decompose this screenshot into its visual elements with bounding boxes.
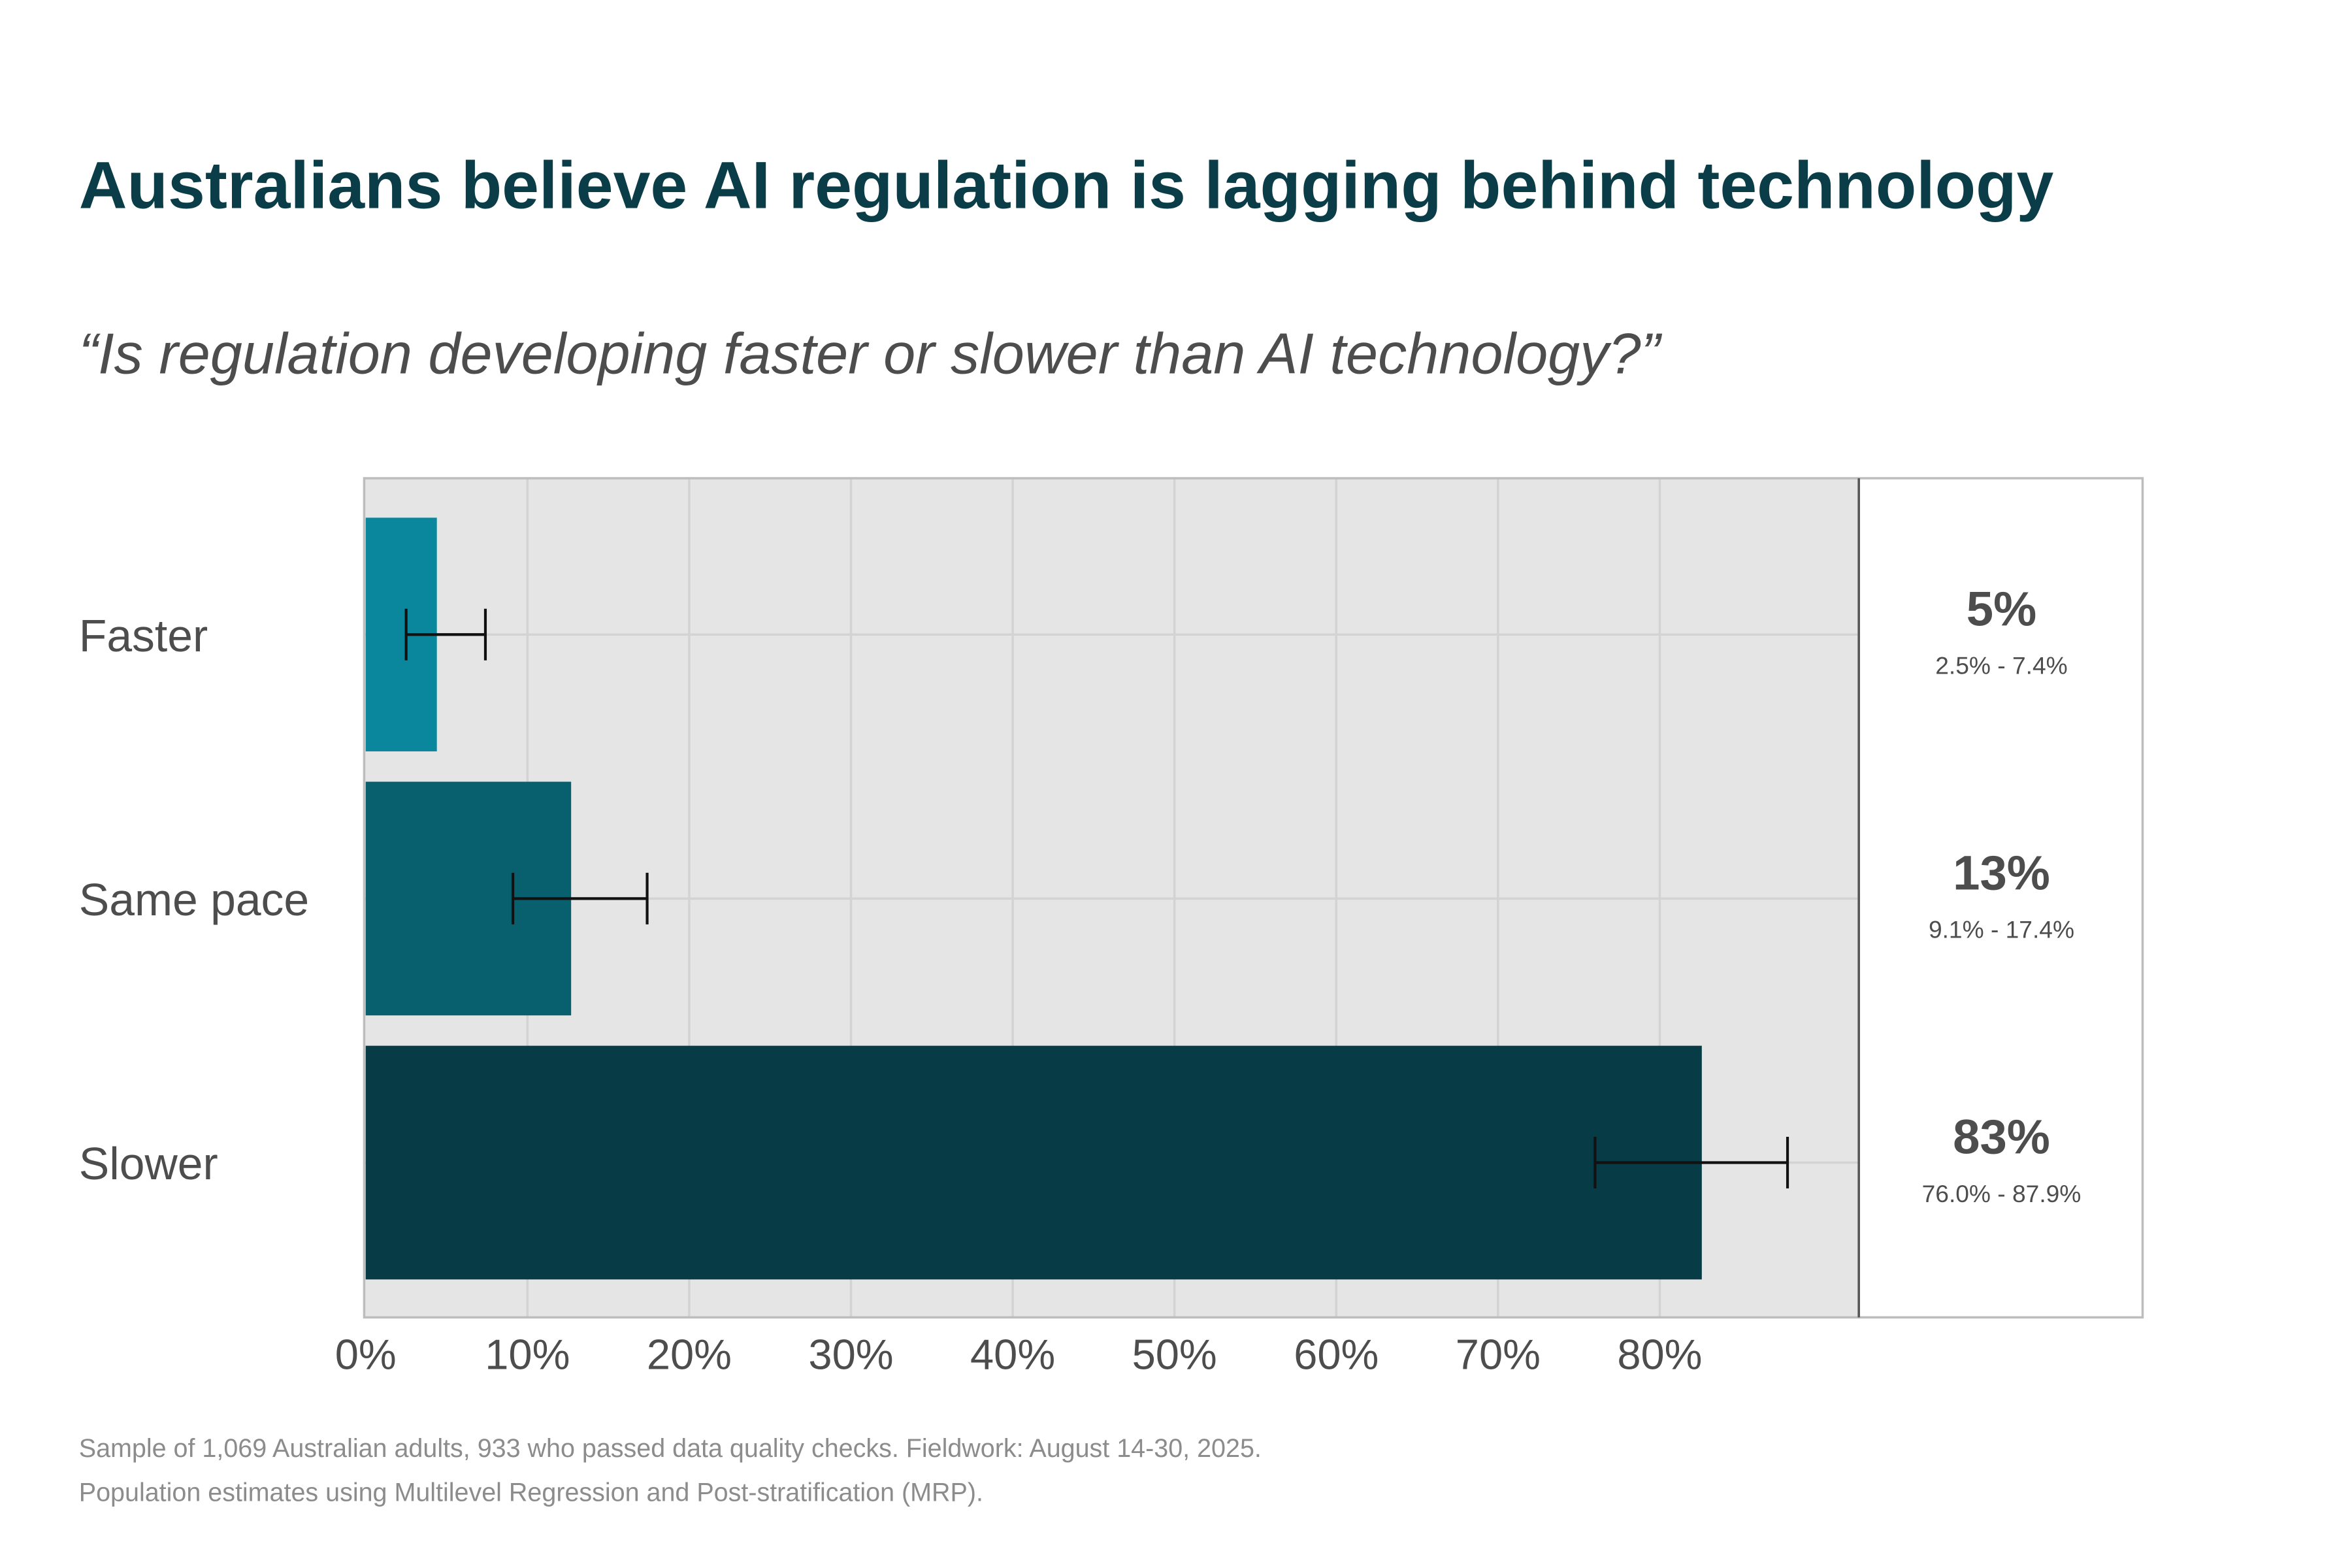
value-label: 5% [1967, 581, 2036, 636]
bars [365, 517, 1702, 1280]
x-tick-label: 40% [970, 1330, 1055, 1378]
x-tick-label: 0% [335, 1330, 397, 1378]
chart-title: Australians believe AI regulation is lag… [79, 148, 2054, 223]
value-labels: 5% 2.5% - 7.4% 13% 9.1% - 17.4% 83% 76.0% - 8… [1922, 581, 2082, 1207]
range-label: 76.0% - 87.9% [1922, 1180, 2082, 1207]
bar-slower [365, 1045, 1702, 1280]
footer-line-1: Sample of 1,069 Australian adults, 933 w… [79, 1434, 1262, 1463]
value-label: 83% [1953, 1110, 2050, 1164]
category-label: Same pace [79, 874, 309, 925]
x-tick-label: 10% [485, 1330, 570, 1378]
category-label: Slower [79, 1138, 218, 1189]
x-tick-label: 70% [1456, 1330, 1541, 1378]
x-tick-label: 50% [1132, 1330, 1217, 1378]
x-tick-label: 30% [808, 1330, 893, 1378]
x-tick-label: 80% [1617, 1330, 1702, 1378]
value-panel [1857, 477, 2144, 1319]
value-label: 13% [1953, 845, 2050, 900]
range-label: 2.5% - 7.4% [1935, 652, 2067, 679]
x-tick-label: 20% [647, 1330, 732, 1378]
x-tick-labels: 0% 10% 20% 30% 40% 50% 60% 70% 80% [335, 1330, 1703, 1378]
category-label: Faster [79, 610, 208, 661]
footer-line-2: Population estimates using Multilevel Re… [79, 1478, 983, 1507]
category-labels: Faster Same pace Slower [79, 610, 309, 1189]
x-tick-label: 60% [1294, 1330, 1379, 1378]
range-label: 9.1% - 17.4% [1929, 916, 2074, 943]
chart-subtitle: “Is regulation developing faster or slow… [79, 321, 1663, 386]
error-bars [404, 608, 1789, 1188]
